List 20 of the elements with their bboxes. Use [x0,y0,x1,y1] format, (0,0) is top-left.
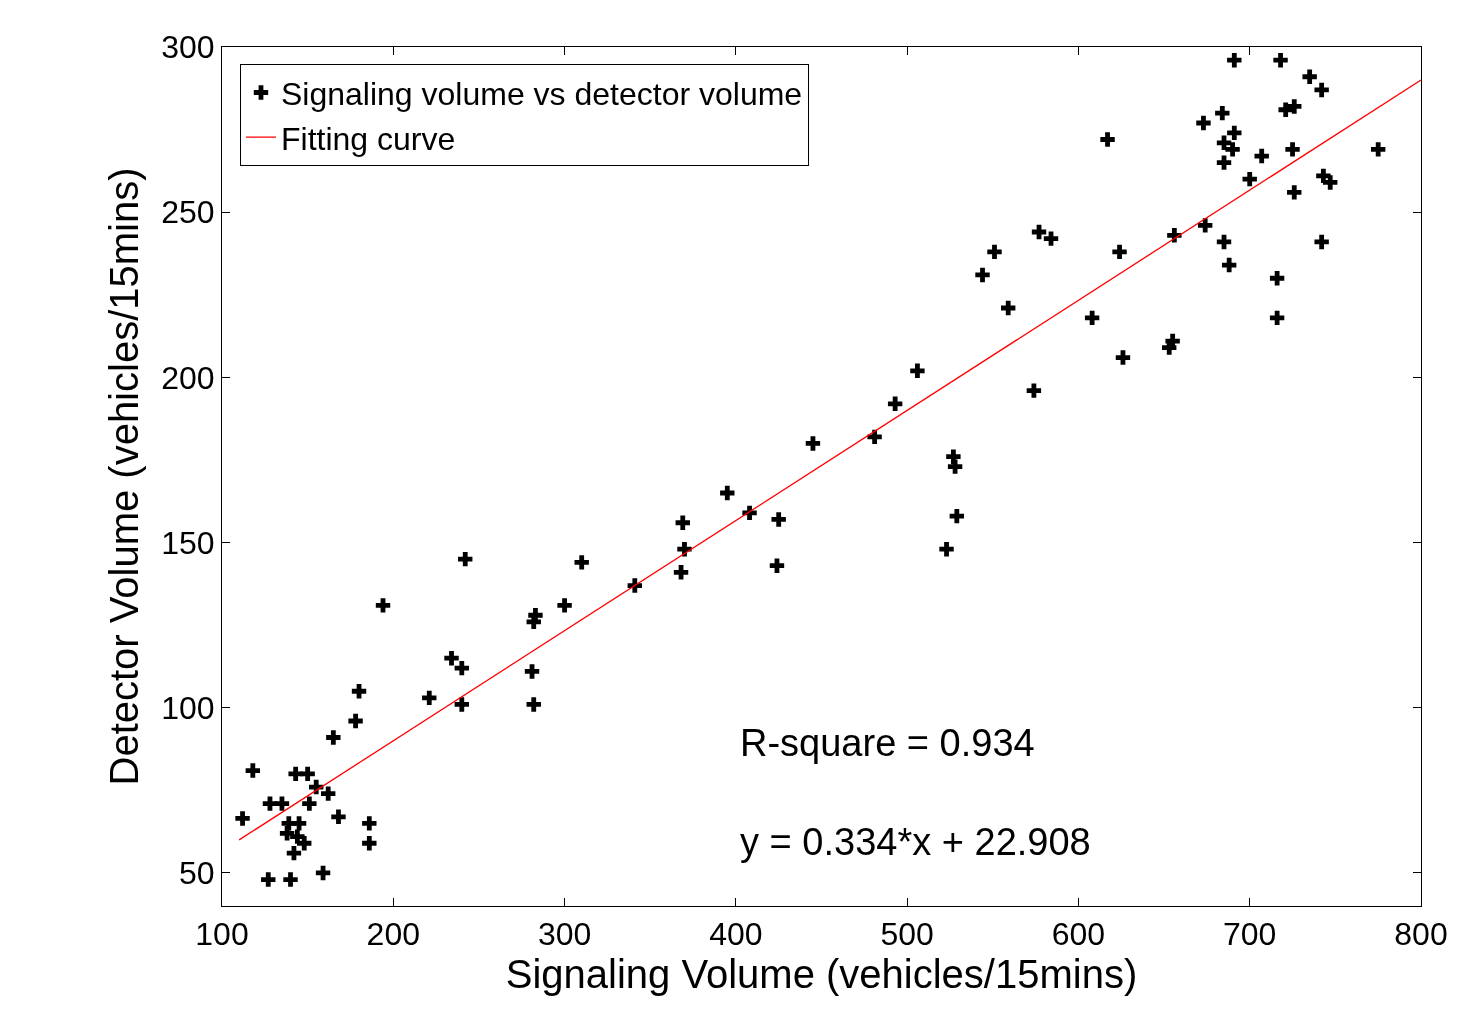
x-tick-label: 600 [1051,916,1106,953]
y-tick-label: 150 [161,524,215,561]
y-tick-label: 250 [161,194,215,231]
y-axis-title: Detector Volume (vehicles/15mins) [101,167,146,786]
x-tick-label: 500 [880,916,934,953]
y-tick-label: 200 [161,359,215,396]
annotation: y = 0.334*x + 22.908 [740,821,1091,863]
y-tick-label: 50 [179,855,215,892]
x-tick-label: 300 [537,916,592,953]
x-tick-label: 800 [1394,916,1448,953]
legend-label: Signaling volume vs detector volume [280,75,803,112]
legend-label: Fitting curve [280,120,456,157]
y-tick-label: 100 [161,689,215,726]
x-tick-label: 200 [366,916,420,953]
x-tick-label: 100 [195,916,249,953]
x-tick-label: 700 [1223,916,1277,953]
annotation: R-square = 0.934 [740,722,1035,764]
x-tick-label: 400 [709,916,763,953]
x-axis-title: Signaling Volume (vehicles/15mins) [505,952,1138,997]
y-tick-label: 300 [161,29,215,66]
